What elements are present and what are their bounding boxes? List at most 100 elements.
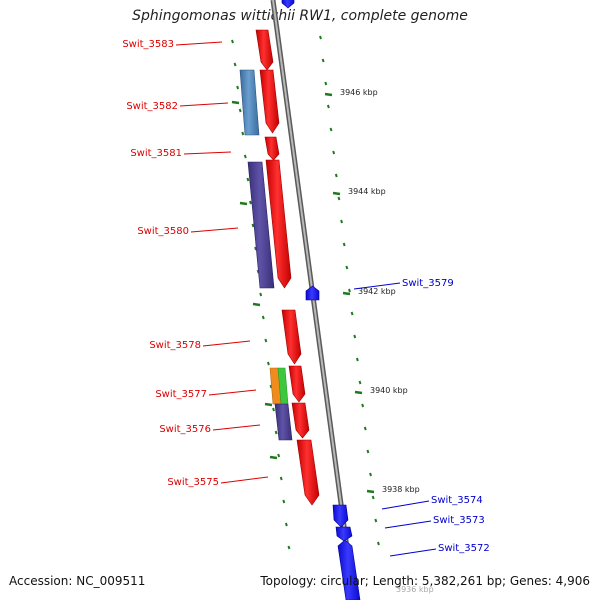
position-tick-label: 3938 kbp	[382, 485, 420, 494]
left-guide-dot	[243, 154, 247, 159]
left-guide-dot	[282, 499, 286, 504]
left-guide-dot	[249, 200, 252, 205]
leader-line-swit-3582	[179, 102, 229, 107]
right-guide-dot	[366, 449, 370, 454]
left-guide-dot	[231, 39, 234, 44]
gene-arrow-swit-3583	[255, 29, 274, 71]
cog-bar-swit-3576	[274, 403, 293, 441]
leader-line-swit-3580	[190, 227, 239, 233]
left-guide-dot	[233, 62, 237, 67]
right-guide-dot	[319, 35, 322, 40]
right-guide-dot	[348, 288, 351, 293]
left-guide-dot	[246, 177, 250, 182]
left-guide-dot	[264, 338, 268, 343]
gene-label-swit-3578: Swit_3578	[149, 340, 201, 351]
position-tick-mark	[332, 191, 341, 196]
right-guide-dot	[340, 219, 344, 224]
faded-tick-label: 3936 kbp	[396, 585, 434, 594]
position-tick-mark	[324, 92, 333, 97]
gene-label-swit-3576: Swit_3576	[159, 424, 211, 435]
gene-label-swit-3579: Swit_3579	[402, 278, 454, 289]
left-guide-dot	[238, 108, 242, 113]
right-guide-dot	[332, 150, 336, 155]
leader-line-swit-3572	[389, 548, 437, 557]
left-guide-dot	[287, 545, 291, 550]
accession-label: Accession: NC_009511	[9, 574, 146, 588]
left-guide-dot	[241, 131, 245, 136]
left-scale-tick	[239, 201, 248, 206]
right-guide-dot	[358, 380, 362, 385]
genome-title: Sphingomonas wittichii RW1, complete gen…	[132, 8, 468, 24]
left-scale-tick	[252, 302, 261, 307]
gene-arrow-swit-3575	[296, 439, 320, 506]
right-guide-dot	[345, 265, 349, 270]
left-scale-tick	[231, 100, 240, 105]
left-guide-dot	[236, 85, 240, 90]
position-tick-mark	[354, 390, 363, 395]
position-tick-label: 3940 kbp	[370, 386, 408, 395]
left-guide-dot	[266, 361, 270, 366]
leader-line-swit-3583	[175, 41, 223, 46]
position-tick-mark	[366, 489, 375, 494]
gene-arrow-swit-3580	[265, 159, 292, 289]
left-guide-dot	[272, 407, 275, 412]
gene-label-swit-3583: Swit_3583	[122, 39, 174, 50]
right-guide-dot	[374, 518, 378, 523]
right-guide-dot	[376, 541, 380, 546]
leader-line-swit-3579	[353, 282, 401, 290]
right-guide-dot	[353, 334, 357, 339]
leader-line-swit-3573	[384, 520, 432, 529]
gene-arrow-swit-3578	[281, 309, 302, 365]
gene-label-swit-3582: Swit_3582	[126, 101, 178, 112]
right-guide-dot	[355, 357, 359, 362]
gene-arrow-swit-3581	[264, 136, 280, 161]
left-scale-tick	[264, 402, 273, 407]
right-guide-dot	[350, 311, 354, 316]
gene-arrow-swit-3576	[291, 402, 310, 439]
right-guide-dot	[334, 173, 338, 178]
leader-line-swit-3574	[381, 500, 430, 510]
position-tick-mark	[342, 291, 351, 296]
right-guide-dot	[369, 472, 372, 477]
right-guide-dot	[361, 403, 365, 408]
left-guide-dot	[279, 476, 283, 481]
gene-arrow-swit-3582	[259, 69, 280, 134]
position-tick-label: 3944 kbp	[348, 187, 386, 196]
gene-label-swit-3574: Swit_3574	[431, 495, 483, 506]
left-guide-dot	[254, 246, 258, 251]
genome-summary-label: Topology: circular; Length: 5,382,261 bp…	[260, 574, 590, 588]
leader-line-swit-3578	[202, 340, 251, 347]
gene-label-swit-3581: Swit_3581	[130, 148, 182, 159]
left-guide-dot	[259, 292, 263, 297]
gene-label-swit-3577: Swit_3577	[155, 389, 207, 400]
right-guide-dot	[337, 196, 341, 201]
leader-line-swit-3577	[208, 389, 257, 396]
gene-arrow-swit-3573	[335, 526, 353, 542]
leader-line-swit-3581	[183, 151, 232, 155]
right-guide-dot	[329, 127, 333, 132]
gene-arrow-swit-3572	[337, 539, 361, 600]
gene-arrow-swit-3579	[305, 285, 320, 301]
leader-line-swit-3576	[212, 424, 261, 431]
right-guide-dot	[371, 495, 375, 500]
gene-label-swit-3573: Swit_3573	[433, 515, 485, 526]
cog-bar-swit-3580	[247, 161, 275, 289]
gene-arrow-swit-3577	[288, 365, 306, 403]
right-guide-dot	[326, 104, 330, 109]
position-tick-label: 3942 kbp	[358, 287, 396, 296]
right-guide-dot	[321, 58, 325, 63]
right-guide-dot	[342, 242, 346, 247]
gene-label-swit-3580: Swit_3580	[137, 226, 189, 237]
left-guide-dot	[284, 522, 288, 527]
left-guide-dot	[274, 430, 278, 435]
right-guide-dot	[363, 426, 367, 431]
right-guide-dot	[324, 81, 328, 86]
left-guide-dot	[251, 223, 255, 228]
position-tick-label: 3946 kbp	[340, 88, 378, 97]
gene-label-swit-3575: Swit_3575	[167, 477, 219, 488]
left-guide-dot	[269, 384, 273, 389]
gene-arrow-top-partial	[281, 0, 295, 9]
cog-bar-swit-3582	[239, 69, 260, 136]
